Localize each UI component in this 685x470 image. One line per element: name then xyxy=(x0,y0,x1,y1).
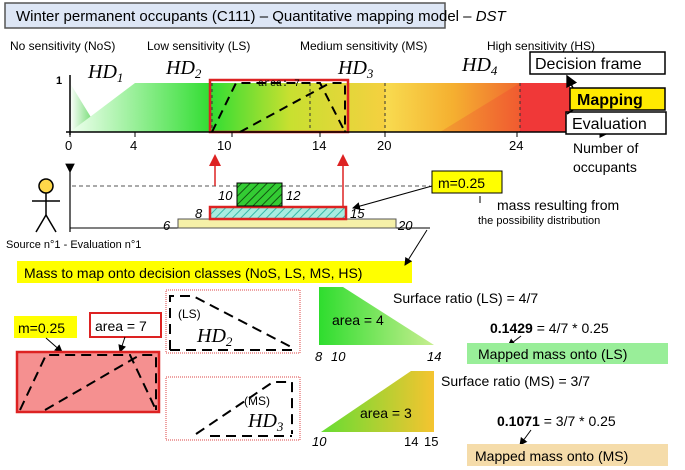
source-person-icon xyxy=(32,178,60,233)
hd1-label: HD1 xyxy=(87,61,123,85)
ms-tick-14: 14 xyxy=(404,434,418,449)
ls-area-shape xyxy=(319,287,434,345)
mass-pointer-arrow xyxy=(352,185,433,210)
y-axis-one: 1 xyxy=(56,75,62,87)
x-tick-14: 14 xyxy=(312,138,326,153)
evaluation-box xyxy=(565,111,667,135)
class-label-ms: Medium sensitivity (MS) xyxy=(300,39,427,53)
mass-note-line1: mass resulting from xyxy=(497,197,619,213)
mass-note-line2: the possibility distribution xyxy=(478,215,600,227)
hd2-label: HD2 xyxy=(165,57,202,81)
title-method: DST xyxy=(476,8,508,25)
possibility-distribution xyxy=(65,154,430,232)
mapping-label: Mapping xyxy=(577,92,643,109)
x-tick-24: 24 xyxy=(509,138,523,153)
hd2-shape xyxy=(70,83,212,132)
ls-tick-14: 14 xyxy=(427,349,441,364)
ms-tick-10: 10 xyxy=(312,434,327,449)
x-tick-4: 4 xyxy=(130,138,137,153)
ms-tag: (MS) xyxy=(244,394,270,408)
ls-tick-10: 10 xyxy=(331,349,346,364)
class-label-ls: Low sensitivity (LS) xyxy=(147,39,250,53)
source-label: Source n°1 - Evaluation n°1 xyxy=(6,239,141,251)
mapped-ls-box xyxy=(467,343,668,364)
class-label-nos: No sensitivity (NoS) xyxy=(10,39,115,53)
core-left: 10 xyxy=(218,188,233,203)
map-banner xyxy=(17,261,412,283)
mid-left: 8 xyxy=(195,206,203,221)
class-label-hs: High sensitivity (HS) xyxy=(487,39,595,53)
ms-area-label: area = 3 xyxy=(360,405,412,421)
x-tick-0: 0 xyxy=(65,138,72,153)
mapping-arrow-up xyxy=(566,74,578,89)
x-tick-10: 10 xyxy=(217,138,231,153)
core-right: 12 xyxy=(286,188,301,203)
ratio-ls: Surface ratio (LS) = 4/7 xyxy=(393,290,538,306)
mass-rectangle xyxy=(15,350,161,414)
hd2-hd3-overlap xyxy=(212,83,385,132)
bottom-mass-label: m=0.25 xyxy=(18,320,65,336)
hd3-label: HD3 xyxy=(337,57,374,81)
decision-frame-label: Decision frame xyxy=(535,56,642,73)
area-note: area: 7 xyxy=(258,79,300,90)
outer-left: 6 xyxy=(163,218,171,233)
hd3-bottom-label: HD3 xyxy=(247,410,284,434)
mass-box-label: m=0.25 xyxy=(438,175,485,191)
mapped-ms-box xyxy=(467,444,668,466)
banner-pointer-arrow xyxy=(404,229,428,266)
mass-box xyxy=(431,170,503,194)
area-total-box xyxy=(89,312,162,338)
ms-partition-box xyxy=(165,376,301,441)
ls-tag: (LS) xyxy=(178,307,201,321)
x-tick-20: 20 xyxy=(377,138,391,153)
area-total-label: area = 7 xyxy=(95,318,147,334)
mapped-ms-label: Mapped mass onto (MS) xyxy=(475,448,628,464)
map-banner-label: Mass to map onto decision classes (NoS, … xyxy=(24,265,362,281)
hd4-label: HD4 xyxy=(461,54,498,78)
outer-right: 20 xyxy=(397,218,413,233)
ls-area-label: area = 4 xyxy=(332,312,384,328)
x-axis-label-line1: Number of xyxy=(573,140,638,156)
mid-right: 15 xyxy=(350,206,365,221)
ls-partition-box xyxy=(165,289,301,354)
title-banner: Winter permanent occupants (C111) – Quan… xyxy=(4,2,508,29)
core-bar xyxy=(236,182,283,207)
mapping-box xyxy=(569,87,666,111)
ratio-ms: Surface ratio (MS) = 3/7 xyxy=(441,373,590,389)
svg-text:Winter permanent occupants (C1: Winter permanent occupants (C111) – Quan… xyxy=(16,8,508,25)
mapping-arrow-down xyxy=(566,109,574,115)
decision-frame-box xyxy=(529,51,666,75)
formula-ls: 0.1429 = 4/7 * 0.25 xyxy=(490,320,609,336)
hd2-bottom-label: HD2 xyxy=(196,325,233,349)
bottom-mass-box xyxy=(14,316,77,338)
fuzzy-membership-plot: area: 7 1 xyxy=(56,75,612,138)
mid-support-bar xyxy=(208,205,348,221)
evaluation-label: Evaluation xyxy=(572,116,647,133)
ms-tick-15: 15 xyxy=(424,434,438,449)
ls-tick-8: 8 xyxy=(315,349,323,364)
hd4-shape xyxy=(520,83,570,132)
formula-ms: 0.1071 = 3/7 * 0.25 xyxy=(497,413,616,429)
title-main: Winter permanent occupants (C111) – Quan… xyxy=(16,8,476,25)
mapped-ls-label: Mapped mass onto (LS) xyxy=(478,346,627,362)
x-axis-label-line2: occupants xyxy=(573,159,637,175)
ms-area-shape xyxy=(321,371,434,432)
